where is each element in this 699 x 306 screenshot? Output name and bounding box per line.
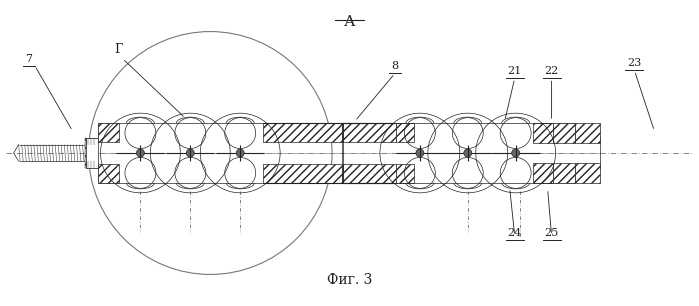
Text: 7: 7: [25, 54, 32, 64]
Text: А: А: [344, 15, 355, 29]
Circle shape: [416, 149, 424, 157]
Circle shape: [463, 149, 472, 157]
Text: 21: 21: [507, 66, 521, 76]
Bar: [553, 163, 575, 183]
Bar: [533, 163, 553, 183]
Text: Г: Г: [115, 43, 122, 56]
Circle shape: [512, 149, 519, 157]
Bar: [85, 138, 97, 168]
Circle shape: [236, 149, 244, 157]
Bar: [396, 164, 414, 183]
Text: 8: 8: [391, 62, 398, 71]
Bar: [343, 164, 396, 183]
Bar: [575, 123, 600, 143]
Bar: [97, 164, 120, 183]
Bar: [553, 123, 575, 143]
Circle shape: [136, 149, 145, 157]
Bar: [396, 123, 414, 142]
Bar: [533, 123, 553, 143]
Text: 22: 22: [545, 66, 559, 76]
Text: Фиг. 3: Фиг. 3: [327, 273, 372, 287]
Circle shape: [187, 149, 194, 157]
Bar: [343, 123, 396, 142]
Bar: [97, 123, 120, 142]
Text: 23: 23: [627, 58, 642, 68]
Text: 24: 24: [507, 228, 521, 238]
Bar: [575, 163, 600, 183]
Bar: [263, 123, 342, 142]
Bar: [263, 164, 342, 183]
Text: 25: 25: [545, 228, 559, 238]
